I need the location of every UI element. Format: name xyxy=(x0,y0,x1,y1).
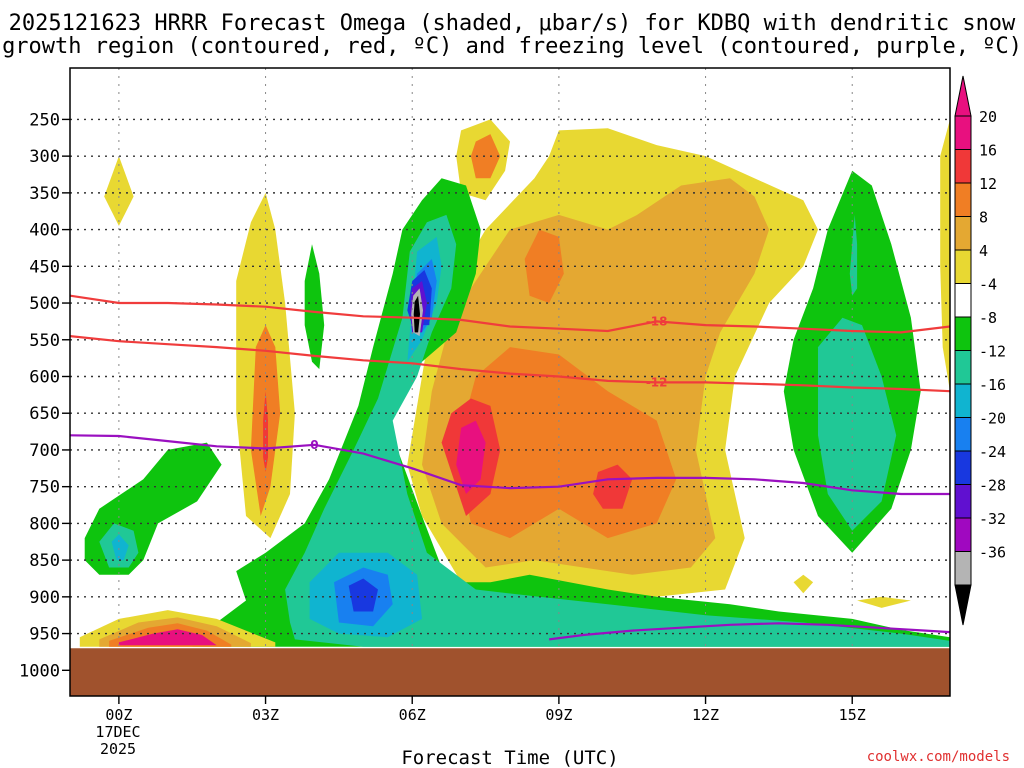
colorbar-swatch-13 xyxy=(954,551,972,586)
xtick-label-03Z: 03Z xyxy=(252,706,279,724)
xtick-label-09Z: 09Z xyxy=(545,706,572,724)
ytick-label-950: 950 xyxy=(29,625,60,645)
colorbar-swatch-11 xyxy=(954,484,972,519)
shade-red-col10 xyxy=(593,464,633,509)
ytick-label-500: 500 xyxy=(29,294,60,314)
ground-terrain xyxy=(70,648,950,696)
ytick-label-1000: 1000 xyxy=(19,661,60,681)
colorbar-swatch-0 xyxy=(954,115,972,150)
shade-blue-lower-col05b xyxy=(348,578,378,612)
ytick-label-350: 350 xyxy=(29,184,60,204)
colorbar-top-arrow xyxy=(954,75,972,117)
ytick-label-300: 300 xyxy=(29,147,60,167)
colorbar-label-6: -8 xyxy=(979,309,997,327)
shade-teal-col15 xyxy=(818,317,897,531)
shade-green-col04 xyxy=(304,244,325,370)
colorbar-label-9: -20 xyxy=(979,410,1006,428)
colorbar-swatch-12 xyxy=(954,517,972,552)
shade-magenta-col07 xyxy=(456,420,486,494)
x-axis-title: Forecast Time (UTC) xyxy=(401,747,618,768)
shade-orange-upper-col08 xyxy=(524,229,564,303)
colorbar: 20 16 12 8 4 -4 -8 -12 -16 -20 -24 -28 -32 -36 xyxy=(954,75,1006,626)
ytick-label-650: 650 xyxy=(29,404,60,424)
contour-dgz-minus18 xyxy=(70,294,950,334)
colorbar-label-8: -16 xyxy=(979,376,1006,394)
contour-label-dgz-minus12: -12 xyxy=(646,375,668,389)
contour-freezing-level-lower xyxy=(548,622,950,641)
contour-label-dgz-minus18: -18 xyxy=(646,314,668,328)
shade-magenta-low-col01 xyxy=(118,629,217,646)
ytick-label-600: 600 xyxy=(29,367,60,387)
ytick-label-800: 800 xyxy=(29,514,60,534)
ytick-label-700: 700 xyxy=(29,441,60,461)
colorbar-label-2: 12 xyxy=(979,175,997,193)
shade-yellow-right-edge xyxy=(940,119,950,392)
chart-title-line1: 2025121623 HRRR Forecast Omega (shaded, … xyxy=(9,11,1016,36)
colorbar-label-11: -28 xyxy=(979,477,1006,495)
omega-shading xyxy=(79,119,950,647)
colorbar-bottom-arrow xyxy=(954,584,972,626)
chart-title-line2: growth region (contoured, red, ºC) and f… xyxy=(2,34,1022,59)
colorbar-label-1: 16 xyxy=(979,142,997,160)
shade-black-col06 xyxy=(413,295,420,333)
colorbar-swatch-3 xyxy=(954,216,972,251)
shade-cyan-col00-left xyxy=(111,534,129,561)
ytick-label-750: 750 xyxy=(29,478,60,498)
colorbar-swatch-8 xyxy=(954,383,972,418)
shade-yellow-col14-small xyxy=(793,574,814,594)
x-axis-time: 00Z 03Z 06Z 09Z 12Z 15Z xyxy=(105,696,866,724)
temperature-contours: -18 -12 0 xyxy=(70,294,950,641)
ytick-label-550: 550 xyxy=(29,331,60,351)
xtick-label-00Z: 00Z xyxy=(105,706,132,724)
colorbar-label-4: 4 xyxy=(979,242,988,260)
colorbar-label-12: -32 xyxy=(979,510,1006,528)
colorbar-label-13: -36 xyxy=(979,544,1006,562)
colorbar-swatch-10 xyxy=(954,450,972,485)
shade-yellow-col16-small xyxy=(857,596,911,608)
ytick-label-250: 250 xyxy=(29,110,60,130)
shade-orange-upper-col06 xyxy=(470,134,501,179)
colorbar-swatch-9 xyxy=(954,417,972,452)
colorbar-swatch-6 xyxy=(954,316,972,351)
shade-red-col03 xyxy=(263,391,268,472)
contour-label-freezing-level: 0 xyxy=(310,438,318,452)
x-date-day: 17DEC xyxy=(95,723,140,741)
xtick-label-06Z: 06Z xyxy=(399,706,426,724)
contour-freezing-level xyxy=(70,434,950,496)
y-axis-pressure: 250 300 350 400 450 500 550 600 650 700 750 800 850 9… xyxy=(19,110,70,681)
colorbar-swatch-5 xyxy=(954,283,972,318)
plot-frame xyxy=(69,67,951,697)
colorbar-label-3: 8 xyxy=(979,209,988,227)
xtick-label-15Z: 15Z xyxy=(839,706,866,724)
colorbar-label-5: -4 xyxy=(979,276,997,294)
colorbar-swatch-2 xyxy=(954,182,972,217)
ytick-label-850: 850 xyxy=(29,551,60,571)
contour-dgz-minus12 xyxy=(70,335,950,393)
colorbar-swatch-1 xyxy=(954,149,972,184)
ytick-label-450: 450 xyxy=(29,257,60,277)
shade-yellow-col00 xyxy=(104,156,134,226)
credit-text: coolwx.com/models xyxy=(867,749,1010,765)
ytick-label-900: 900 xyxy=(29,588,60,608)
shade-teal-col15-upper xyxy=(849,214,858,296)
colorbar-swatch-7 xyxy=(954,350,972,385)
colorbar-label-0: 20 xyxy=(979,108,997,126)
colorbar-swatch-4 xyxy=(954,249,972,284)
colorbar-label-7: -12 xyxy=(979,343,1006,361)
xtick-label-12Z: 12Z xyxy=(692,706,719,724)
x-date-year: 2025 xyxy=(100,740,136,758)
colorbar-label-10: -24 xyxy=(979,443,1006,461)
ytick-label-400: 400 xyxy=(29,221,60,241)
